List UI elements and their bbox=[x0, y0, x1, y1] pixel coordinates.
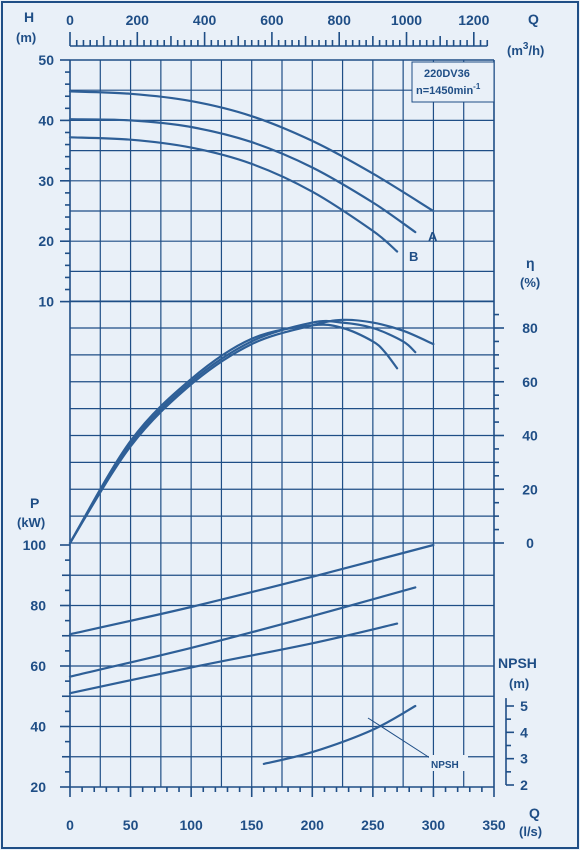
eta-tick-label: 0 bbox=[526, 535, 534, 551]
power-curve-3 bbox=[68, 622, 399, 695]
x-bottom-tick-label: 50 bbox=[123, 817, 139, 833]
x-top-tick-label: 1000 bbox=[391, 12, 422, 28]
npsh-tick-label: 5 bbox=[520, 698, 528, 714]
eta-axis-unit: (%) bbox=[520, 275, 540, 290]
npsh-axis-unit: (m) bbox=[509, 676, 529, 691]
npsh-axis-symbol: NPSH bbox=[498, 655, 537, 671]
x-top-tick-label: 400 bbox=[193, 12, 217, 28]
p-tick-label: 60 bbox=[30, 658, 46, 674]
curve-label-b: B bbox=[409, 249, 418, 264]
head-curve-3 bbox=[68, 136, 399, 253]
speed-label: n=1450min-1 bbox=[416, 82, 481, 97]
eta-axis-symbol: η bbox=[526, 255, 535, 271]
h-tick-label: 40 bbox=[38, 112, 54, 128]
power-curve-2 bbox=[68, 586, 417, 678]
eta-tick-label: 40 bbox=[522, 428, 538, 444]
x-top-tick-label: 1200 bbox=[458, 12, 489, 28]
curve-layer bbox=[68, 90, 435, 765]
npsh-tick-label: 3 bbox=[520, 751, 528, 767]
h-tick-label: 20 bbox=[38, 233, 54, 249]
q-bottom-axis-unit: (l/s) bbox=[519, 824, 542, 839]
x-top-tick-label: 800 bbox=[328, 12, 352, 28]
eta-tick-label: 80 bbox=[522, 320, 538, 336]
efficiency-curve-1 bbox=[68, 318, 435, 545]
eta-tick-label: 20 bbox=[522, 481, 538, 497]
h-tick-label: 30 bbox=[38, 173, 54, 189]
model-label: 220DV36 bbox=[424, 68, 470, 80]
npsh-tick-label: 4 bbox=[520, 724, 528, 740]
q-bottom-axis-symbol: Q bbox=[529, 805, 540, 821]
p-tick-label: 80 bbox=[30, 598, 46, 614]
model-label-box: 220DV36 n=1450min-1 bbox=[411, 61, 495, 103]
x-bottom-tick-label: 300 bbox=[422, 817, 446, 833]
efficiency-curve-2 bbox=[68, 319, 417, 545]
x-bottom-tick-label: 100 bbox=[179, 817, 203, 833]
p-tick-label: 100 bbox=[23, 537, 47, 553]
p-tick-label: 40 bbox=[30, 719, 46, 735]
head-curve-1 bbox=[68, 90, 435, 213]
npsh-curve bbox=[262, 704, 417, 765]
h-tick-label: 50 bbox=[38, 52, 54, 68]
p-axis-symbol: P bbox=[30, 495, 39, 511]
x-top-tick-label: 600 bbox=[260, 12, 284, 28]
h-tick-label: 10 bbox=[38, 294, 54, 310]
p-axis-unit: (kW) bbox=[17, 515, 45, 530]
power-curve-1 bbox=[68, 543, 435, 636]
npsh-label-group: NPSH bbox=[367, 717, 468, 771]
h-axis-unit: (m) bbox=[16, 30, 36, 45]
eta-tick-label: 60 bbox=[522, 374, 538, 390]
x-bottom-tick-label: 200 bbox=[301, 817, 325, 833]
curve-label-a: A bbox=[428, 229, 438, 244]
head-curve-2 bbox=[68, 118, 417, 234]
x-top-tick-label: 200 bbox=[126, 12, 150, 28]
q-top-axis-symbol: Q bbox=[528, 11, 539, 27]
x-bottom-tick-label: 0 bbox=[66, 817, 74, 833]
efficiency-curve-3 bbox=[68, 323, 399, 545]
x-bottom-tick-label: 150 bbox=[240, 817, 264, 833]
p-tick-label: 20 bbox=[30, 779, 46, 795]
npsh-curve-label: NPSH bbox=[431, 760, 459, 771]
x-top-tick-label: 0 bbox=[66, 12, 74, 28]
npsh-tick-label: 2 bbox=[520, 777, 528, 793]
x-bottom-tick-label: 350 bbox=[482, 817, 506, 833]
h-axis-symbol: H bbox=[24, 9, 34, 25]
x-bottom-tick-label: 250 bbox=[361, 817, 385, 833]
q-top-axis-unit: (m3/h) bbox=[507, 41, 544, 58]
